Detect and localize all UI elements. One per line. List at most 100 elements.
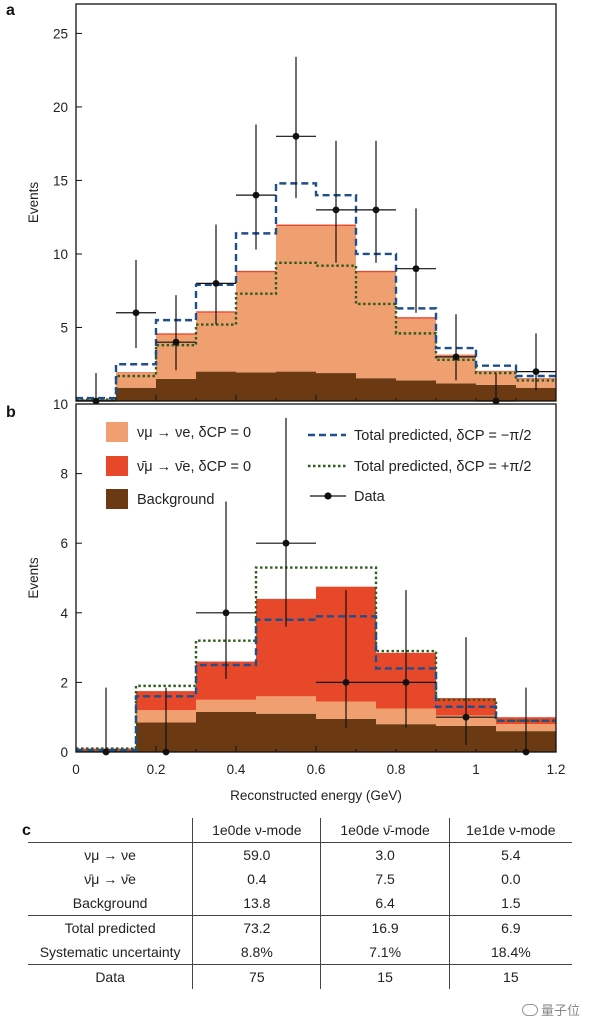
x-tick-label-1: 0.2	[147, 762, 166, 777]
bar-ecp-4	[236, 272, 276, 373]
table-row-label: νμ → νe	[84, 847, 136, 863]
y-tick-label-b-2: 4	[60, 606, 68, 621]
table-row-label: Total predicted	[28, 915, 193, 940]
table-row-label: Data	[28, 964, 193, 989]
bar-background-5	[376, 724, 436, 752]
bar-ecp-1	[116, 373, 156, 388]
table-row: Systematic uncertainty 8.8% 7.1% 18.4%	[28, 940, 572, 965]
bar-background-2	[156, 378, 196, 401]
bar-ecp-2	[196, 699, 256, 712]
table-header-cell: 1e0de ν̄-mode	[320, 818, 450, 843]
bar-ecp-7	[356, 270, 396, 273]
y-tick-label-b-4: 8	[60, 467, 68, 482]
table-cell: 8.8%	[192, 940, 321, 965]
table-cell: 0.4	[192, 867, 321, 891]
bar-background-3	[196, 371, 236, 401]
table-cell: 73.2	[192, 915, 321, 940]
table-row-label: ν̄μ → ν̄e	[84, 871, 136, 887]
table-cell: 7.5	[320, 867, 450, 891]
figure-canvas: 5 10 15 20 25 Events 0 2 4 6 8 10 0 0.2 0.4 0.6 0.8 1 1.2…	[6, 2, 565, 803]
data-point-a-5	[292, 132, 300, 140]
table-cell: 75	[192, 964, 321, 989]
y-axis-title-a: Events	[26, 182, 41, 224]
y-tick-label-b-1: 2	[60, 675, 68, 690]
panel-b: 0 2 4 6 8 10 0 0.2 0.4 0.6 0.8 1 1.2 Reconstructed en…	[26, 397, 565, 803]
bar-background-1	[116, 387, 156, 401]
table-header-cell: 1e1de ν-mode	[448, 818, 572, 843]
table-cell: 1.5	[448, 891, 572, 916]
y-tick-label-b-0: 0	[60, 745, 68, 760]
legend-swatch-numu-nue	[106, 422, 128, 442]
legend-swatch-numubar-nuebar	[106, 456, 128, 476]
bar-background-3	[256, 713, 316, 752]
x-axis-title: Reconstructed energy (GeV)	[230, 788, 402, 803]
y-tick-label-a-0: 5	[60, 320, 68, 335]
table-cell: 59.0	[192, 842, 321, 867]
legend-label-numubar-nuebar: ν̄μ → ν̄e, δCP = 0	[137, 459, 251, 475]
bar-ecp-7	[356, 272, 396, 379]
legend-label-numu-nue: νμ → νe, δCP = 0	[137, 425, 251, 441]
data-point-b-4	[342, 679, 350, 686]
legend-label-total-minus: Total predicted, δCP = −π/2	[354, 428, 531, 444]
data-point-a-9	[452, 353, 460, 361]
table-header-cell	[28, 818, 193, 843]
bar-background-7	[356, 378, 396, 401]
data-point-b-3	[282, 539, 290, 547]
legend-swatch-background	[106, 489, 128, 509]
data-point-a-1	[132, 309, 140, 317]
data-point-b-2	[222, 609, 230, 617]
table-row-label: Systematic uncertainty	[39, 944, 181, 960]
bar-background-6	[316, 373, 356, 401]
legend: νμ → νe, δCP = 0 ν̄μ → ν̄e, δCP = 0 Back…	[106, 422, 531, 509]
table-cell: 3.0	[320, 842, 450, 867]
table-cell: 15	[320, 964, 450, 989]
data-point-a-7	[372, 206, 380, 214]
bar-background-8	[396, 380, 436, 401]
table-header-row: 1e0de ν-mode 1e0de ν̄-mode 1e1de ν-mode	[28, 818, 572, 843]
bar-background-4	[236, 372, 276, 401]
legend-label-total-plus: Total predicted, δCP = +π/2	[354, 459, 531, 475]
table-row: ν̄μ → ν̄e 0.4 7.5 0.0	[28, 867, 572, 891]
data-point-a-3	[212, 279, 220, 287]
panel-b-letter: b	[6, 404, 16, 421]
bar-background-5	[276, 371, 316, 401]
table-cell: 15	[448, 964, 572, 989]
x-tick-label-2: 0.4	[227, 762, 246, 777]
bar-ecp-8	[396, 318, 436, 381]
table-cell: 7.1%	[320, 940, 450, 965]
y-tick-label-b-5: 10	[53, 397, 68, 412]
data-point-a-11	[532, 368, 540, 375]
data-point-b-5	[402, 679, 410, 686]
bar-ecp-3	[256, 696, 316, 714]
table-cell: 0.0	[448, 867, 572, 891]
table-row: Total predicted 73.2 16.9 6.9	[28, 915, 572, 940]
x-tick-label-0: 0	[72, 762, 80, 777]
x-tick-label-4: 0.8	[387, 762, 406, 777]
y-tick-label-a-4: 25	[53, 26, 68, 41]
watermark-text: 量子位	[541, 1004, 581, 1019]
bar-ecp-5	[276, 226, 316, 372]
panel-c-letter: c	[22, 822, 31, 839]
data-point-a-2	[172, 338, 180, 346]
panel-a-letter: a	[6, 2, 15, 19]
table-cell: 16.9	[320, 915, 450, 940]
watermark: 量子位	[522, 1000, 580, 1019]
bar-background-9	[436, 383, 476, 401]
y-tick-label-a-3: 20	[53, 100, 68, 115]
y-axis-title-b: Events	[26, 557, 41, 599]
legend-label-data: Data	[354, 489, 386, 505]
data-point-b-6	[462, 713, 470, 721]
table-cell: 6.9	[448, 915, 572, 940]
data-point-a-6	[332, 206, 340, 214]
y-tick-label-a-1: 10	[53, 247, 68, 262]
bar-ecp-1	[116, 372, 156, 374]
table-cell: 6.4	[320, 891, 450, 916]
bar-background-2	[196, 711, 256, 752]
bar-ecp-8	[396, 317, 436, 319]
bar-ecp-10	[476, 370, 516, 372]
table-row: νμ → νe 59.0 3.0 5.4	[28, 842, 572, 867]
bar-ecp-4	[236, 270, 276, 273]
total-plus-line-b	[76, 566, 556, 750]
table-row-label: Background	[72, 895, 148, 911]
table-row: Background 13.8 6.4 1.5	[28, 891, 572, 916]
